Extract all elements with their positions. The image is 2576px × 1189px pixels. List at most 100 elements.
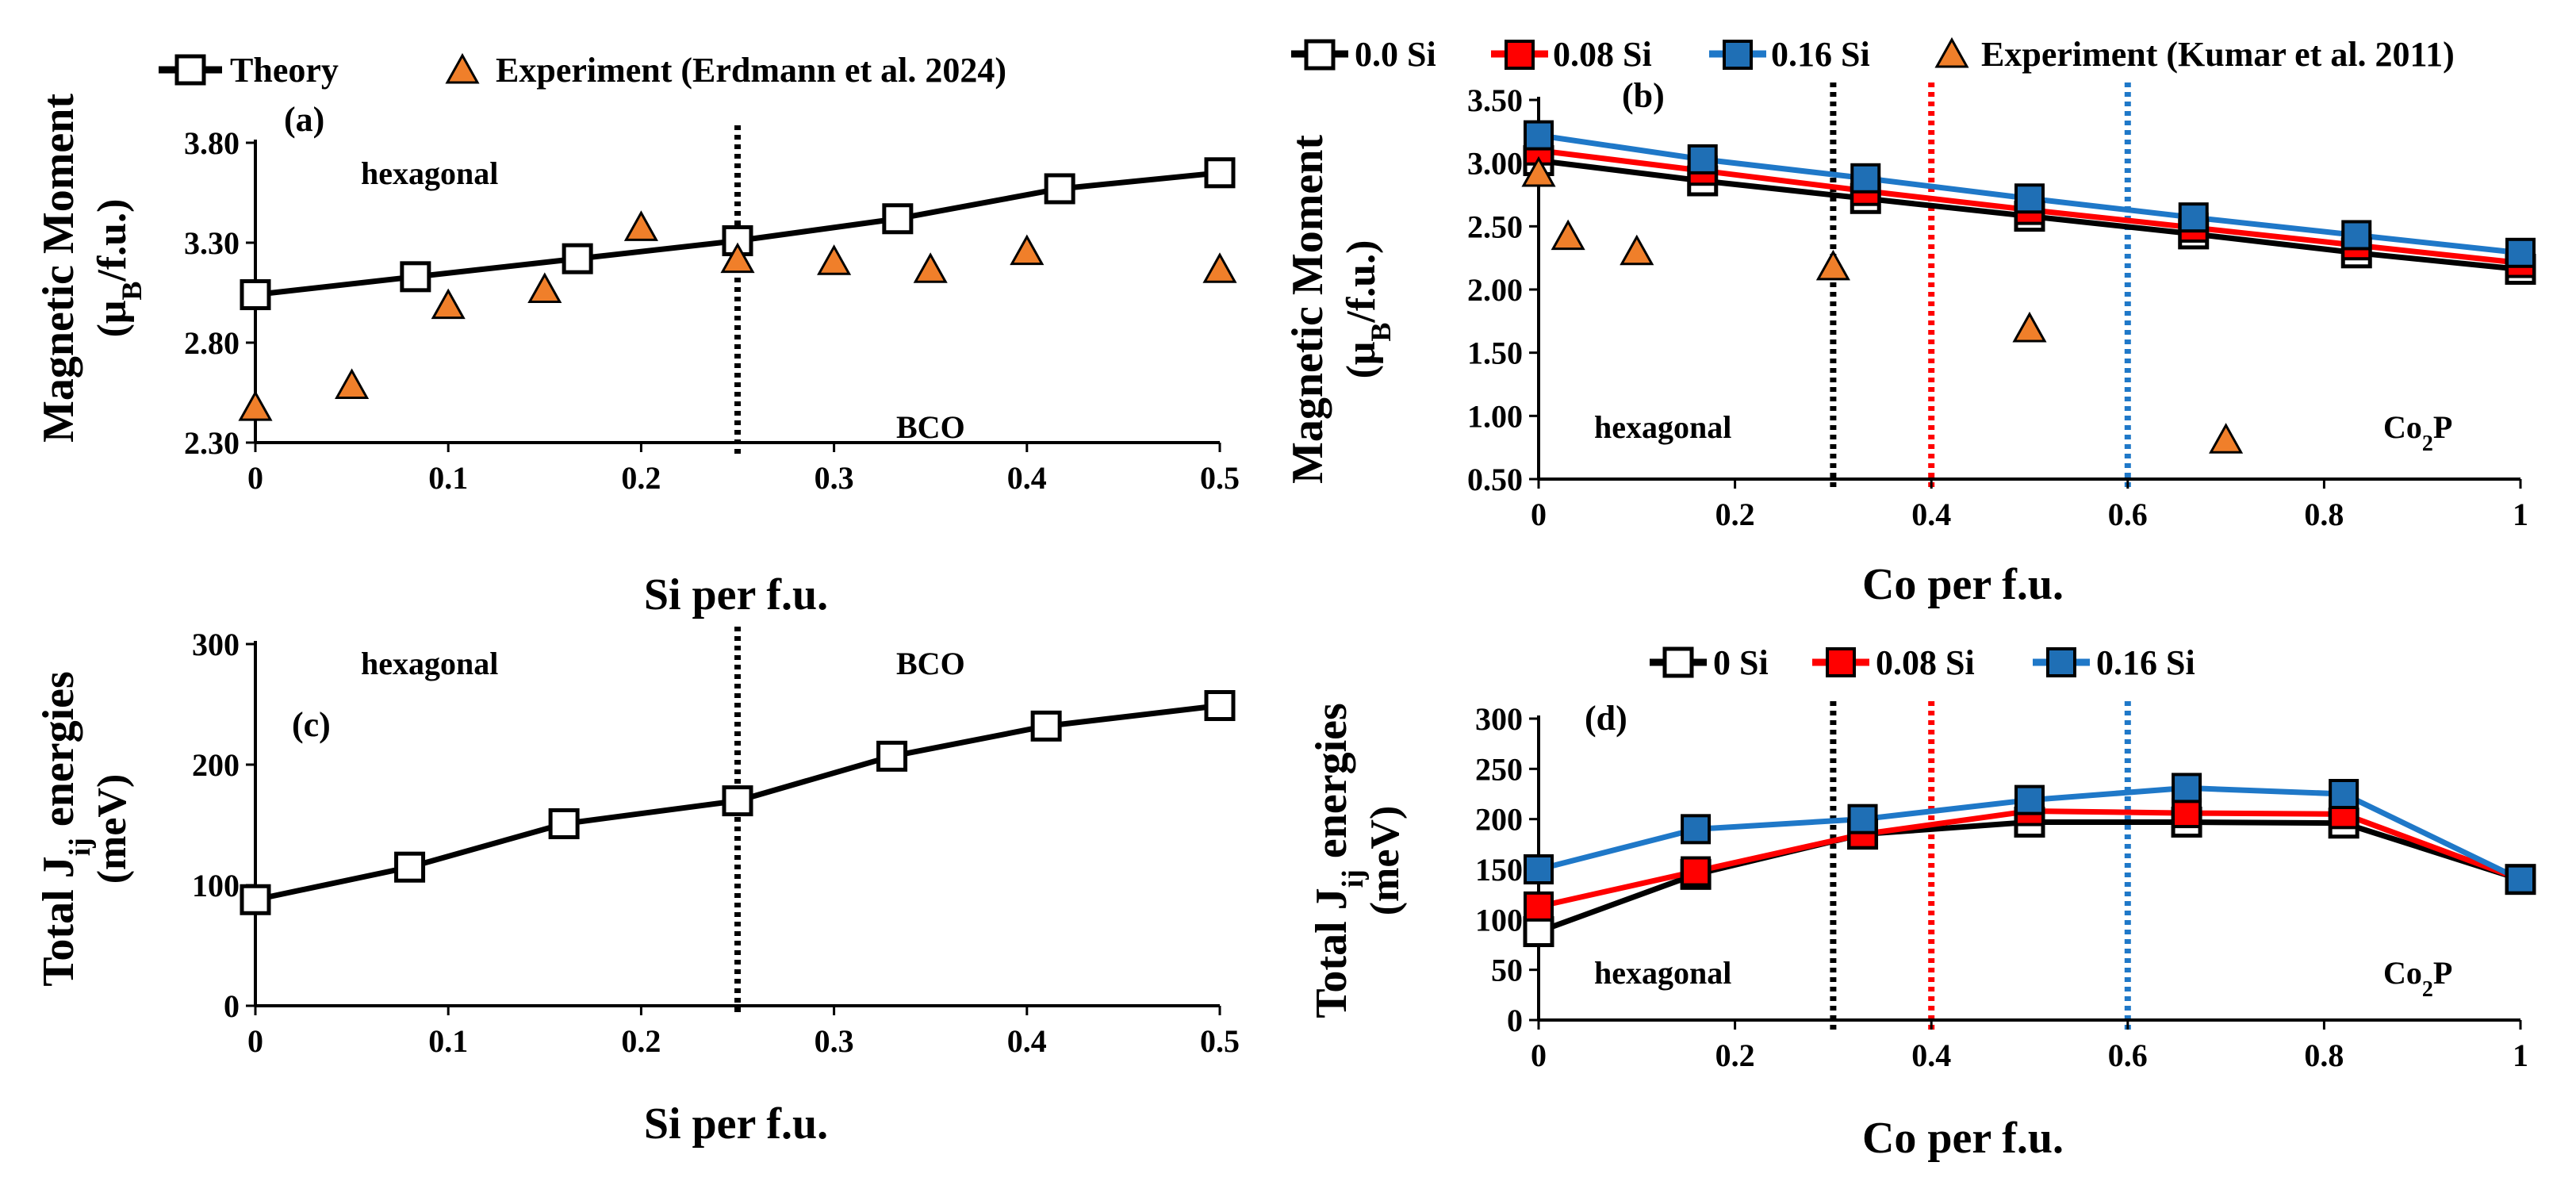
x-tick-label-c-5: 0.5 (1200, 1023, 1240, 1059)
panel-label-c: (c) (292, 705, 331, 744)
experiment-point-a-2 (431, 288, 466, 320)
y-axis-title-c: Total Jij energies (meV) (34, 671, 135, 987)
x-tick-label-d-0: 0 (1531, 1037, 1547, 1073)
panel-d: 0 Si 0.08 Si 0.16 Si (d) hexagonal Co2P … (1307, 643, 2536, 1163)
data-point-d-1-4 (2172, 798, 2202, 829)
legend-d-s2-label: 0.16 Si (2096, 643, 2195, 682)
y-tick-label-d-4: 200 (1475, 802, 1523, 838)
y-axis-title-a-unit: (μB/f.u.) (90, 199, 148, 338)
legend-d-s0-marker (1662, 646, 1694, 678)
annotation-hexagonal-b: hexagonal (1594, 409, 1731, 445)
data-point-d-2-1 (1681, 814, 1712, 845)
x-tick-label-d-2: 0.4 (1911, 1037, 1951, 1073)
x-tick-label-b-2: 0.4 (1911, 497, 1951, 532)
experiment-point-b-0 (1521, 155, 1556, 187)
x-tick-label-a-3: 0.3 (815, 460, 854, 496)
legend-b-s2-marker (1723, 40, 1753, 70)
experiment-point-a-7 (913, 252, 948, 283)
y-tick-label-b-4: 2.50 (1467, 209, 1523, 244)
y-tick-label-b-2: 1.50 (1467, 336, 1523, 371)
data-point-c-0-4 (876, 740, 908, 772)
data-point-c-0-1 (394, 851, 426, 883)
data-point-b-2-5 (2341, 220, 2372, 251)
y-axis-title-a-main: Magnetic Moment (34, 94, 83, 443)
data-point-b-2-2 (1850, 163, 1881, 194)
data-point-d-2-4 (2172, 773, 2202, 804)
experiment-point-a-1 (335, 368, 370, 399)
panel-a: Theory Experiment (Erdmann et al. 2024) … (34, 51, 1240, 619)
data-point-d-2-5 (2329, 779, 2359, 809)
y-tick-label-c-3: 300 (192, 627, 240, 662)
data-point-c-0-2 (548, 807, 580, 839)
y-tick-label-b-0: 0.50 (1467, 462, 1523, 497)
data-point-b-2-1 (1687, 144, 1718, 175)
y-tick-label-d-2: 100 (1475, 902, 1523, 938)
x-tick-label-c-3: 0.3 (815, 1023, 854, 1059)
x-tick-label-d-5: 1 (2513, 1037, 2528, 1073)
legend-b-s0-marker (1304, 39, 1336, 71)
experiment-point-b-3 (1815, 249, 1850, 281)
y-tick-label-d-1: 50 (1491, 953, 1523, 988)
x-tick-label-a-1: 0.1 (428, 460, 468, 496)
x-axis-title-a: Si per f.u. (644, 570, 828, 619)
legend-experiment-marker (445, 52, 480, 84)
x-axis-title-c: Si per f.u. (644, 1099, 828, 1149)
y-tick-label-b-1: 1.00 (1467, 398, 1523, 434)
data-point-d-2-6 (2505, 864, 2536, 895)
x-tick-label-c-2: 0.2 (621, 1023, 661, 1059)
experiment-point-a-4 (623, 210, 658, 241)
panel-label-d: (d) (1585, 699, 1627, 738)
experiment-point-a-8 (1010, 234, 1045, 266)
annotation-co2p-b: Co2P (2383, 409, 2452, 456)
x-axis-title-d: Co per f.u. (1862, 1114, 2064, 1163)
y-tick-label-b-6: 3.50 (1467, 82, 1523, 118)
y-tick-label-d-0: 0 (1507, 1003, 1523, 1038)
legend-d-s0-label: 0 Si (1713, 643, 1769, 682)
data-point-c-0-0 (240, 884, 271, 915)
data-point-c-0-3 (722, 785, 753, 817)
y-tick-label-a-2: 3.30 (184, 225, 240, 261)
y-tick-label-c-0: 0 (224, 988, 240, 1024)
legend-b: 0.0 Si 0.08 Si 0.16 Si Experiment (Kumar… (1291, 35, 2455, 74)
y-axis-title-a: Magnetic Moment (μB/f.u.) (34, 94, 148, 443)
annotation-hexagonal-a: hexagonal (361, 155, 498, 191)
y-axis-title-b-main: Magnetic Moment (1283, 135, 1332, 484)
y-axis-title-c-main: Total Jij energies (34, 671, 97, 987)
y-axis-title-b-unit: (μB/f.u.) (1339, 240, 1397, 379)
data-point-a-0-1 (400, 261, 431, 293)
x-tick-label-a-5: 0.5 (1200, 460, 1240, 496)
legend-d-s2-marker (2046, 647, 2076, 677)
annotation-co2p-d: Co2P (2383, 955, 2452, 1002)
experiment-point-b-1 (1551, 219, 1585, 251)
legend-b-s0-label: 0.0 Si (1355, 35, 1436, 74)
data-point-d-1-0 (1524, 891, 1554, 922)
annotation-hexagonal-c: hexagonal (361, 646, 498, 681)
y-axis-title-d-unit: (meV) (1363, 806, 1408, 916)
x-tick-label-b-1: 0.2 (1715, 497, 1755, 532)
data-point-a-0-5 (1044, 173, 1075, 205)
data-point-c-0-6 (1204, 690, 1236, 722)
experiment-point-b-2 (1620, 234, 1654, 266)
data-point-d-2-0 (1524, 854, 1554, 884)
y-tick-label-d-3: 150 (1475, 852, 1523, 888)
x-tick-label-c-4: 0.4 (1007, 1023, 1047, 1059)
data-point-b-2-6 (2505, 237, 2536, 268)
plot-area-b: 0.50 1.00 1.50 2.00 2.50 3.00 3.50 0 0.2 0.4 0.6 0.… (1467, 82, 2536, 532)
x-tick-label-b-5: 1 (2513, 497, 2528, 532)
y-tick-label-a-3: 3.80 (184, 125, 240, 161)
data-point-d-1-1 (1681, 856, 1712, 887)
data-point-d-0-0 (1523, 916, 1554, 948)
x-tick-label-d-3: 0.6 (2108, 1037, 2148, 1073)
data-point-b-2-0 (1524, 120, 1554, 151)
data-point-a-0-4 (882, 203, 914, 235)
y-axis-title-c-unit: (meV) (90, 774, 135, 884)
x-axis-title-b: Co per f.u. (1862, 560, 2064, 609)
plot-area-d: 0 50 100 150 200 250 300 0 0.2 0.4 0.6 0.8 1 (1475, 701, 2536, 1073)
x-tick-label-a-2: 0.2 (621, 460, 661, 496)
y-axis-title-b: Magnetic Moment (μB/f.u.) (1283, 135, 1397, 484)
panel-label-a: (a) (284, 100, 324, 139)
panel-label-b: (b) (1622, 76, 1665, 115)
y-tick-label-c-1: 100 (192, 868, 240, 903)
legend-b-experiment-marker (1934, 36, 1969, 68)
